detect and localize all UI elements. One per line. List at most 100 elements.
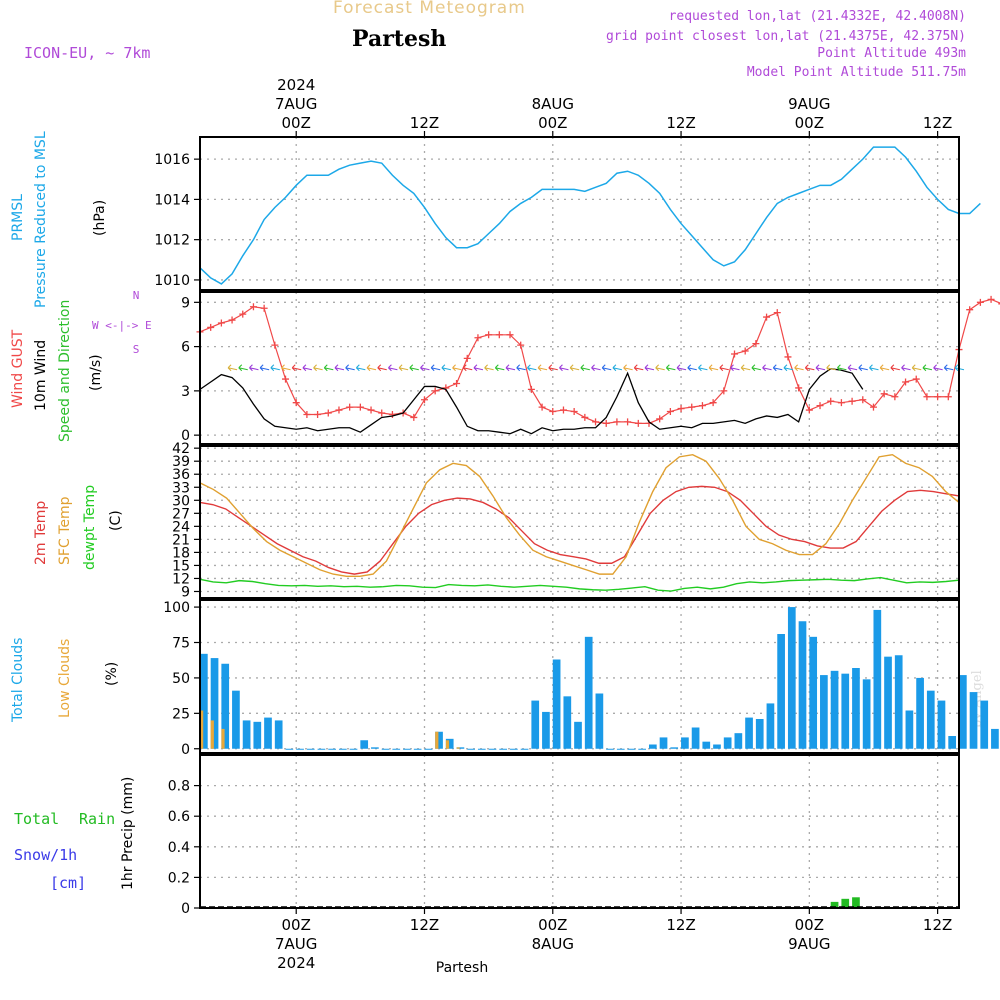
y-tick-label: 50 [172,671,190,687]
y-tick-label: 33 [172,480,190,496]
wind-gust-marker [292,399,300,407]
total-cloud-bar [616,748,625,750]
wind-gust-marker [602,419,610,427]
pressure-line [199,146,981,285]
rain-bar [841,898,850,908]
total-cloud-bar [371,747,379,749]
requested-coords: requested lon,lat (21.4332E, 42.4008N) [668,9,966,24]
total-cloud-bar [638,748,646,750]
wind-dir-arrow [815,364,826,372]
total-cloud-bar [841,673,850,749]
total-cloud-bar [242,720,251,749]
wind-gust-marker [741,347,749,355]
wind-gust-marker [912,375,920,383]
total-cloud-bar [894,655,903,749]
wind-gust-marker [880,390,888,398]
total-cloud-bar [755,719,764,749]
wind-gust-marker [923,393,931,401]
bottom-time-label: 2024 [277,954,315,972]
total-cloud-bar [852,668,860,749]
wind-gust-marker [324,409,332,417]
top-time-label: 9AUG [788,95,830,113]
y-tick-label: 18 [172,545,190,561]
total-cloud-bar [991,728,999,749]
wind-dir-arrow [473,364,484,372]
y-tick-label: 27 [172,506,190,522]
wind-gust-marker [271,341,279,349]
total-cloud-bar [360,740,369,749]
low-cloud-bar [200,710,204,749]
wind-gust-marker [356,403,364,411]
wind-dir-arrow [569,364,580,372]
y-tick-label: 15 [172,558,190,574]
total-cloud-bar [916,677,924,749]
total-cloud-bar [702,741,711,749]
wind-gust-marker [837,399,845,407]
wind-gust-marker [805,406,813,414]
compass-s-letter: S [132,343,140,356]
total-cloud-bar [328,748,336,750]
wind-dir-arrow [580,364,590,372]
wind-dir-arrow [345,364,355,372]
wind-dir-arrow [794,364,804,372]
wind-dir-arrow [548,364,558,372]
y-tick-label: 0 [181,901,190,917]
bottom-time-label: 12Z [666,916,695,934]
wind-dir-arrow [430,364,441,372]
total-cloud-bar [681,737,689,749]
wind-dir-arrow [313,364,323,372]
y-tick-label: 0 [181,742,190,758]
wind-dir-arrow [676,364,687,372]
wind-dir-arrow [943,364,954,372]
wind-gust-marker [731,350,739,358]
total-cloud-bar [745,717,753,749]
wind-dir-arrow [847,364,858,372]
top-time-label: 00Z [538,114,567,132]
wind-dir-arrow [452,364,462,372]
y-tick-label: 0.8 [168,779,190,795]
top-time-label: 7AUG [275,95,317,113]
wind-gust-marker [538,403,546,411]
wind-dir-arrow [783,364,794,372]
wind-dir-arrow [922,364,933,372]
bottom-time-label: 12Z [923,916,952,934]
wind-dir-arrow [591,364,601,372]
top-time-label: 00Z [282,114,311,132]
panel-frame [199,754,960,909]
y-tick-label: 75 [172,636,190,652]
wind-gust-line [199,298,1000,424]
wind-dir-arrow [559,364,569,372]
total-cloud-bar [264,717,272,749]
total-cloud-bar [648,744,657,749]
rain-bar [852,897,860,908]
wind-gust-marker [827,397,835,405]
wind-dir-arrow [633,364,644,372]
wind-dir-arrow [879,364,890,372]
total-cloud-bar [381,748,390,750]
wind-dir-arrow [826,364,836,372]
wind-gust-marker [559,406,567,414]
wind-dir-arrow [890,364,900,372]
wind-dir-arrow [494,364,505,372]
y-tick-label: 0.2 [168,870,190,886]
wind-gust-marker [613,418,621,426]
wind-gust-marker [217,319,225,327]
model-name: ICON-EU, ~ 7km [24,44,151,62]
y-tick-label: 0.6 [168,809,190,825]
wind-gust-marker [709,399,717,407]
total-cloud-bar [905,710,914,749]
total-cloud-bar [563,696,572,749]
wind-gust-marker [966,306,974,314]
y-tick-label: 1014 [154,192,190,208]
wind-gust-marker [688,403,696,411]
wind-gust-marker [527,385,535,393]
y-tick-label: 21 [172,532,190,548]
total-cloud-bar [488,748,497,750]
bottom-time-label: 00Z [282,916,311,934]
temp-sfc-line [199,453,960,577]
y-tick-label: 6 [181,340,190,356]
bottom-time-label: 12Z [410,916,439,934]
total-cloud-bar [285,748,294,750]
wind-gust-marker [902,378,910,386]
panel-frame [199,136,960,291]
